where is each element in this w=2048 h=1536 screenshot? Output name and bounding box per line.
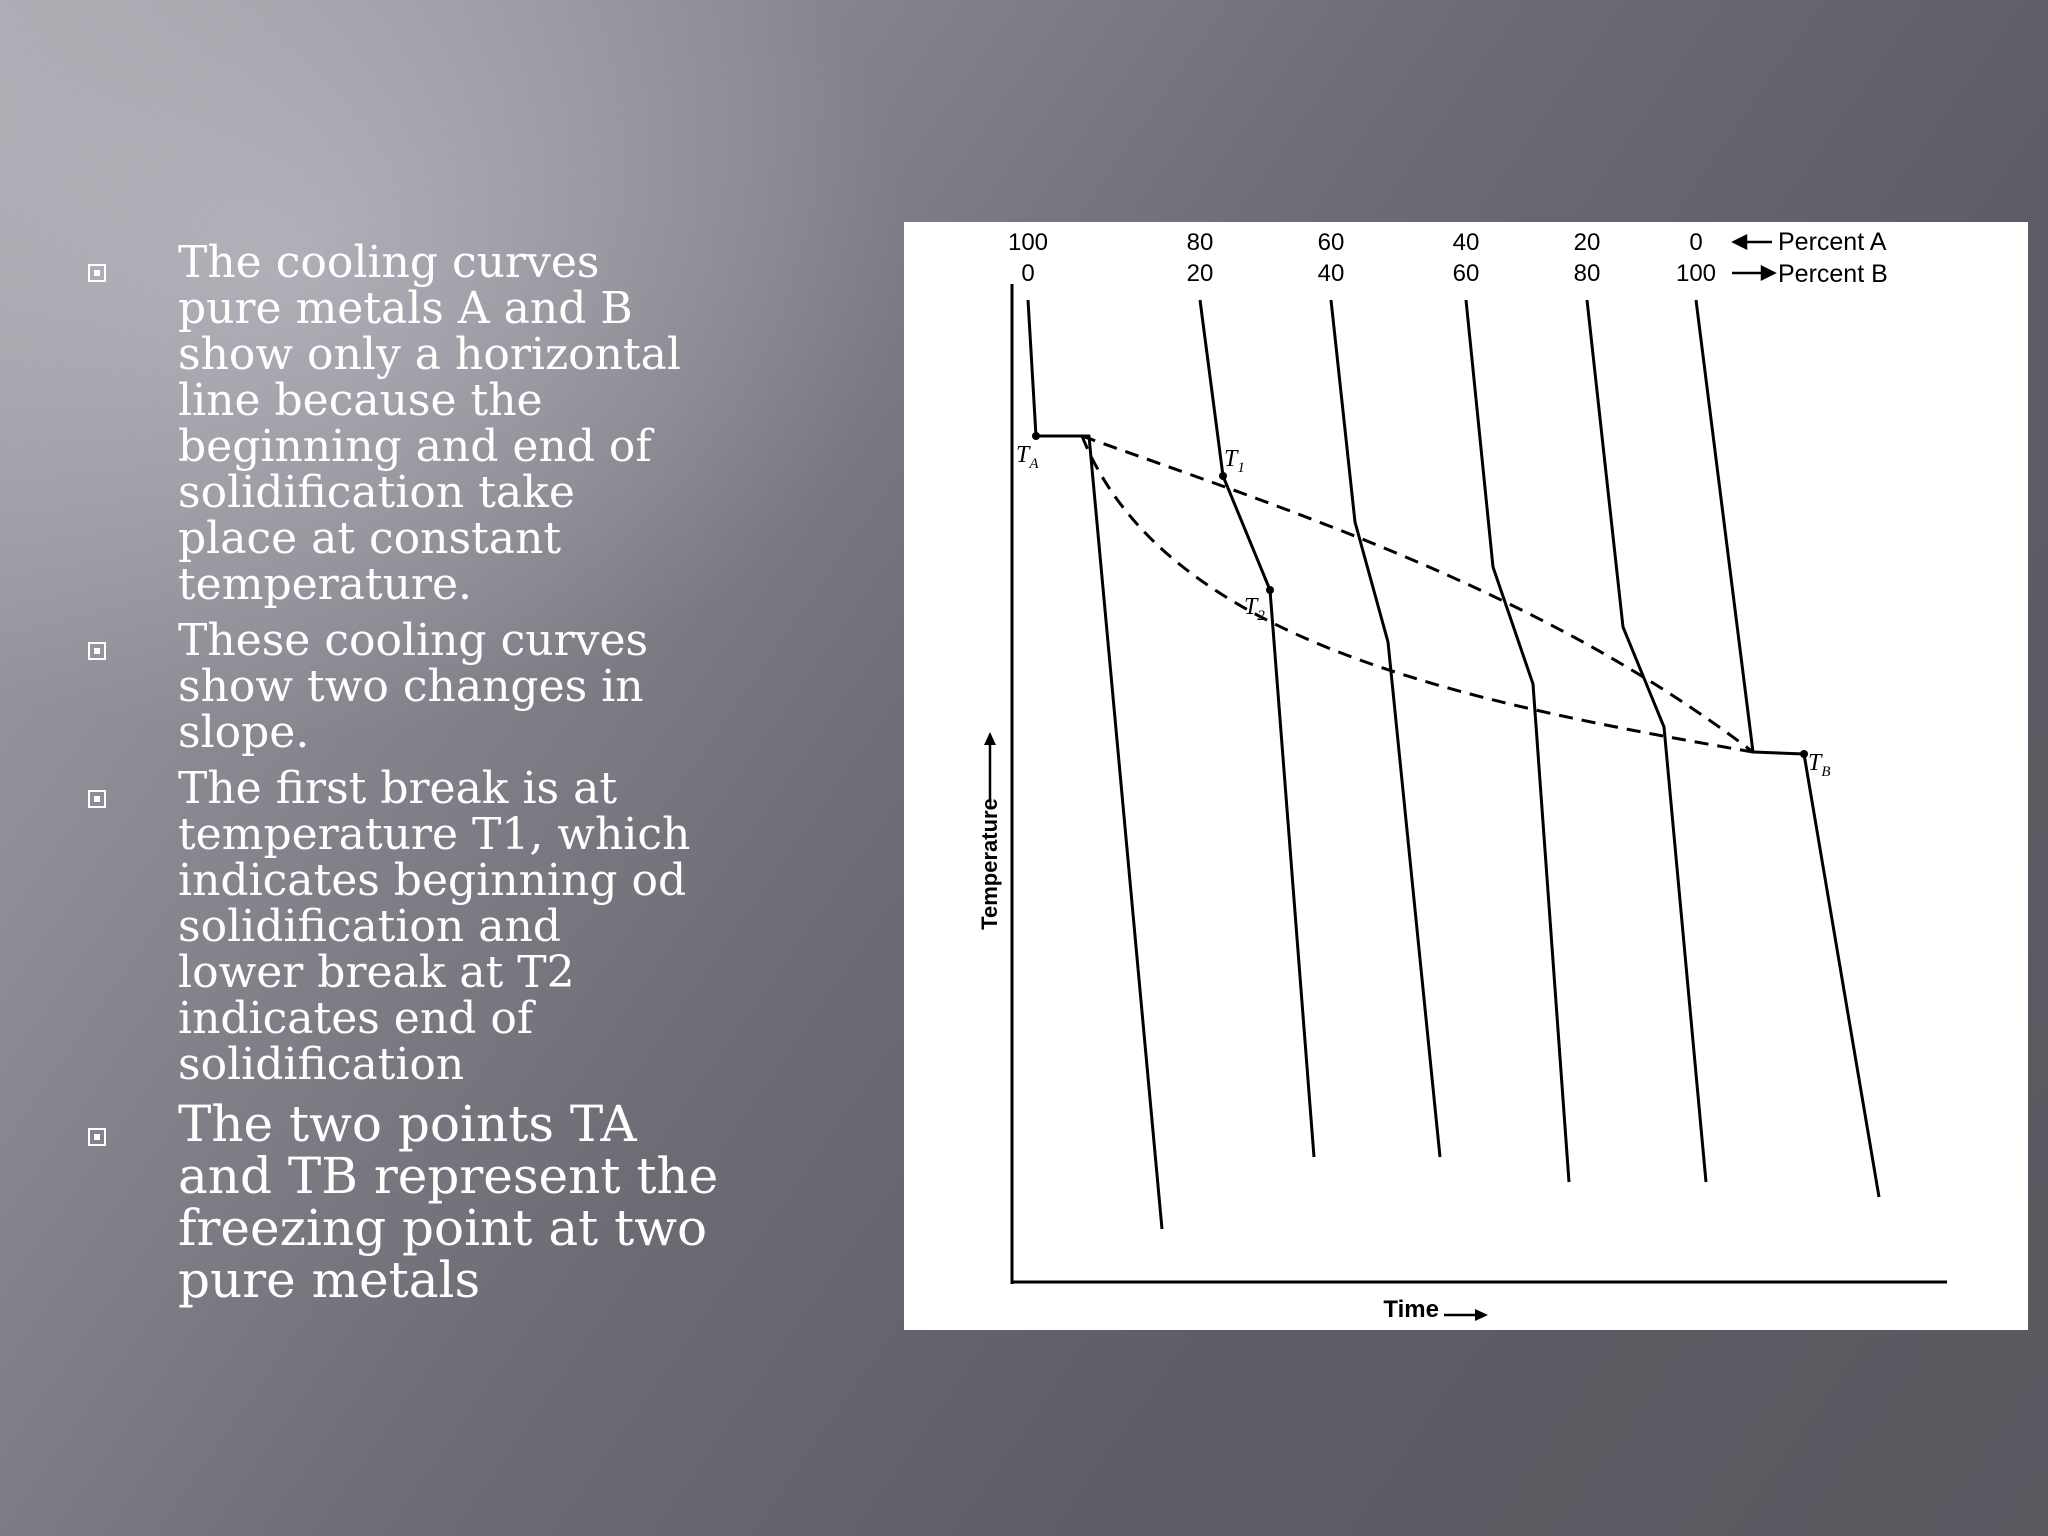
bullet-text-line: solidification [178,1039,465,1090]
point-tb [1800,750,1808,758]
column-label-percent-b: 100 [1676,260,1716,287]
liquidus-dashed-line [1081,434,1754,754]
bullet-square-icon [88,790,106,808]
bullet-item: These cooling curves show two changes in s… [80,618,720,756]
legend-arrowhead-a [1731,233,1748,251]
temperature-arrowhead [984,732,996,745]
column-label-percent-a: 20 [1574,229,1601,256]
bullet-text-line: temperature T1, which [178,809,691,860]
legend-arrowhead-b [1760,264,1777,282]
label-ta: TA [1016,442,1039,472]
bullet-text-line: indicates end of [178,993,534,1044]
column-label-percent-b: 80 [1574,260,1601,287]
bullet-text-line: slope. [178,707,310,758]
bullet-text-line: and TB represent the [178,1147,719,1205]
legend-percent-a: Percent A [1778,228,1887,256]
label-t1: T1 [1224,446,1245,476]
column-label-percent-a: 60 [1318,229,1345,256]
bullet-text-line: indicates beginning od [178,855,687,906]
bullet-item: The two points TA and TB represent the fre… [80,1098,720,1306]
column-label-percent-a: 100 [1008,229,1048,256]
point-t1 [1219,472,1227,480]
column-label-percent-a: 0 [1689,229,1702,256]
bullet-text-line: pure metals A and B [178,283,633,334]
time-axis-label: Time [1383,1296,1439,1323]
temperature-axis-label: Temperature [977,798,1002,930]
bullet-text-line: The first break is at [178,763,618,814]
column-label-percent-a: 40 [1453,229,1480,256]
bullet-text-line: show two changes in [178,661,644,712]
column-label-percent-b: 20 [1187,260,1214,287]
bullet-text-line: The cooling curves [178,237,600,288]
cooling-curve-60a [1329,299,1442,1158]
column-label-percent-b: 40 [1318,260,1345,287]
label-t2: T2 [1244,594,1265,624]
cooling-curve-100a [1026,299,1164,1230]
bullet-text-line: solidification take [178,467,575,518]
bullet-text-line: beginning and end of [178,421,652,472]
temperature-label-group: Temperature [977,732,1002,930]
cooling-curve-0a [1694,299,1881,1198]
label-tb: TB [1808,750,1831,780]
column-label-percent-b: 0 [1021,260,1034,287]
bullet-text-line: temperature. [178,559,472,610]
point-t2 [1266,586,1274,594]
bullet-square-icon [88,264,106,282]
cooling-curve-80a [1198,299,1316,1158]
bullet-text-line: place at constant [178,513,562,564]
bullet-square-icon [88,642,106,660]
column-label-percent-b: 60 [1453,260,1480,287]
bullet-text-line: lower break at T2 [178,947,575,998]
bullet-item: The first break is at temperature T1, whi… [80,766,720,1088]
bullet-square-icon [88,1128,106,1146]
cooling-curves-diagram: 100 0 80 20 60 40 40 60 20 80 0 100 Percent A Perce… [904,222,2028,1330]
bullet-text-line: freezing point at two [178,1199,708,1257]
bullet-text-line: pure metals [178,1251,481,1309]
point-ta [1032,432,1040,440]
solidus-dashed-line [1080,435,1754,754]
legend-percent-b: Percent B [1778,260,1888,288]
bullet-text-line: These cooling curves [178,615,649,666]
cooling-curves-svg: 100 0 80 20 60 40 40 60 20 80 0 100 Percent A Perce… [977,228,1947,1323]
time-arrowhead [1475,1309,1488,1321]
bullet-text-line: The two points TA [178,1095,637,1153]
cooling-curve-20a [1585,299,1708,1183]
bullet-text-line: solidification and [178,901,561,952]
cooling-curve-40a [1464,299,1571,1183]
column-label-percent-a: 80 [1187,229,1214,256]
bullet-text-line: line because the [178,375,543,426]
bullet-text-line: show only a horizontal [178,329,681,380]
